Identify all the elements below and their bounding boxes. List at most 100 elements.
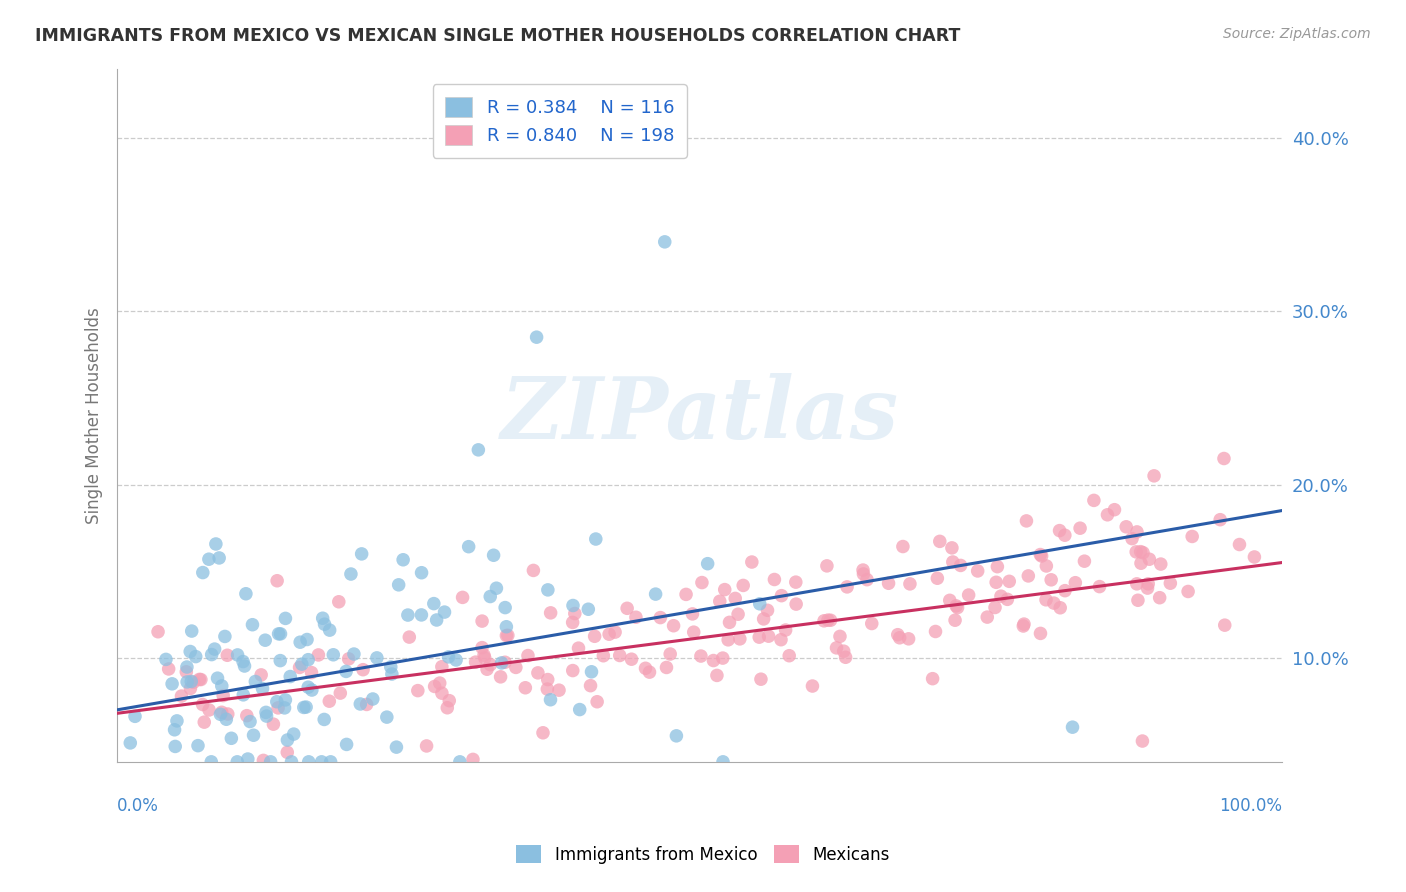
Mexicans (598, 627, 620, 641)
Immigrants from Mexico (562, 599, 585, 613)
Immigrants from Mexico (198, 552, 221, 566)
Immigrants from Mexico (256, 709, 278, 723)
Mexicans (564, 607, 586, 621)
Immigrants from Mexico (233, 659, 256, 673)
Immigrants from Mexico (205, 537, 228, 551)
Mexicans (461, 752, 484, 766)
Immigrants from Mexico (449, 755, 471, 769)
Mexicans (941, 541, 963, 555)
Immigrants from Mexico (322, 648, 344, 662)
Mexicans (728, 632, 751, 646)
Immigrants from Mexico (526, 330, 548, 344)
Mexicans (817, 613, 839, 627)
Mexicans (475, 662, 498, 676)
Mexicans (1053, 583, 1076, 598)
Mexicans (860, 616, 883, 631)
Immigrants from Mexico (291, 657, 314, 672)
Mexicans (942, 555, 965, 569)
Mexicans (1035, 558, 1057, 573)
Mexicans (198, 703, 221, 717)
Mexicans (1213, 618, 1236, 632)
Immigrants from Mexico (388, 578, 411, 592)
Mexicans (212, 689, 235, 703)
Mexicans (496, 628, 519, 642)
Mexicans (898, 577, 921, 591)
Mexicans (877, 576, 900, 591)
Mexicans (690, 648, 713, 663)
Mexicans (1088, 580, 1111, 594)
Mexicans (659, 647, 682, 661)
Immigrants from Mexico (335, 665, 357, 679)
Immigrants from Mexico (491, 656, 513, 670)
Mexicans (474, 651, 496, 665)
Mexicans (579, 679, 602, 693)
Immigrants from Mexico (411, 607, 433, 622)
Immigrants from Mexico (318, 623, 340, 637)
Y-axis label: Single Mother Households: Single Mother Households (86, 307, 103, 524)
Immigrants from Mexico (274, 693, 297, 707)
Mexicans (436, 700, 458, 714)
Mexicans (984, 600, 1007, 615)
Mexicans (561, 615, 583, 630)
Immigrants from Mexico (479, 590, 502, 604)
Immigrants from Mexico (273, 701, 295, 715)
Immigrants from Mexico (426, 613, 449, 627)
Mexicans (756, 603, 779, 617)
Mexicans (1209, 513, 1232, 527)
Mexicans (329, 686, 352, 700)
Immigrants from Mexico (319, 755, 342, 769)
Immigrants from Mexico (120, 736, 142, 750)
Text: 100.0%: 100.0% (1219, 797, 1282, 814)
Immigrants from Mexico (385, 740, 408, 755)
Mexicans (515, 681, 537, 695)
Mexicans (966, 564, 988, 578)
Immigrants from Mexico (274, 611, 297, 625)
Mexicans (835, 580, 858, 594)
Immigrants from Mexico (312, 611, 335, 625)
Mexicans (561, 664, 583, 678)
Immigrants from Mexico (437, 649, 460, 664)
Text: ZIPatlas: ZIPatlas (501, 374, 898, 457)
Immigrants from Mexico (187, 739, 209, 753)
Mexicans (191, 698, 214, 712)
Mexicans (928, 534, 950, 549)
Mexicans (1115, 520, 1137, 534)
Immigrants from Mexico (232, 688, 254, 702)
Mexicans (634, 661, 657, 675)
Mexicans (1137, 552, 1160, 566)
Mexicans (527, 665, 550, 680)
Immigrants from Mexico (585, 532, 607, 546)
Immigrants from Mexico (568, 702, 591, 716)
Mexicans (439, 694, 461, 708)
Immigrants from Mexico (252, 681, 274, 696)
Mexicans (727, 607, 749, 622)
Mexicans (1029, 548, 1052, 562)
Mexicans (301, 665, 323, 680)
Mexicans (1149, 591, 1171, 605)
Immigrants from Mexico (343, 647, 366, 661)
Mexicans (1129, 544, 1152, 558)
Immigrants from Mexico (380, 660, 402, 674)
Mexicans (986, 575, 1008, 590)
Immigrants from Mexico (165, 739, 187, 754)
Immigrants from Mexico (495, 620, 517, 634)
Immigrants from Mexico (457, 540, 479, 554)
Mexicans (1150, 557, 1173, 571)
Mexicans (548, 683, 571, 698)
Mexicans (1136, 581, 1159, 595)
Immigrants from Mexico (696, 557, 718, 571)
Mexicans (741, 555, 763, 569)
Text: IMMIGRANTS FROM MEXICO VS MEXICAN SINGLE MOTHER HOUSEHOLDS CORRELATION CHART: IMMIGRANTS FROM MEXICO VS MEXICAN SINGLE… (35, 27, 960, 45)
Mexicans (662, 618, 685, 632)
Mexicans (891, 540, 914, 554)
Mexicans (176, 665, 198, 679)
Mexicans (266, 574, 288, 588)
Mexicans (616, 601, 638, 615)
Mexicans (398, 630, 420, 644)
Immigrants from Mexico (340, 567, 363, 582)
Mexicans (1126, 593, 1149, 607)
Immigrants from Mexico (665, 729, 688, 743)
Mexicans (356, 698, 378, 712)
Mexicans (517, 648, 540, 663)
Mexicans (217, 648, 239, 663)
